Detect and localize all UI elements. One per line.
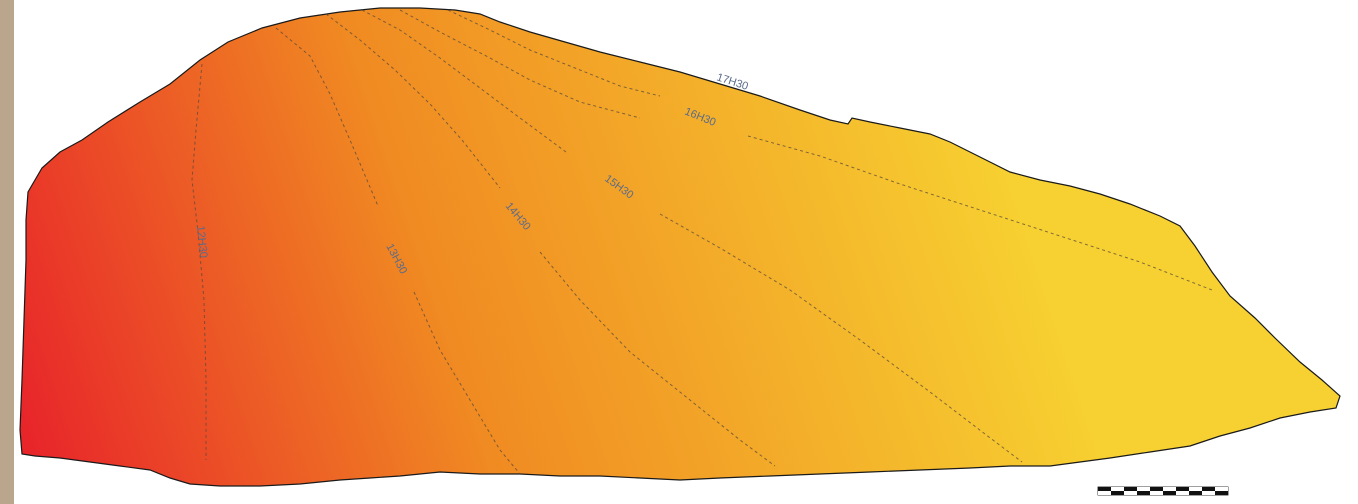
scale-bar-segment [1189, 487, 1202, 491]
scale-bar [1097, 486, 1229, 496]
contour-line-15h30 [361, 9, 1023, 463]
scale-bar-segment [1189, 491, 1202, 495]
contour-lines [191, 9, 1213, 475]
left-edge-strip [0, 0, 14, 504]
contour-line-16h30 [399, 9, 1213, 291]
scale-bar-segment [1163, 491, 1176, 495]
scale-bar-segment [1163, 487, 1176, 491]
scale-bar-segment [1215, 487, 1228, 491]
scale-bar-segment [1137, 491, 1150, 495]
scale-bar-segment [1137, 487, 1150, 491]
scale-bar-segment [1176, 491, 1189, 495]
scale-bar-segment [1124, 487, 1137, 491]
contour-label-12h30: 12H30 [194, 225, 209, 258]
scale-bar-segment [1124, 491, 1137, 495]
scale-bar-segment [1111, 491, 1124, 495]
scale-bar-segment [1111, 487, 1124, 491]
scale-bar-segment [1215, 491, 1228, 495]
scale-bar-segment [1150, 491, 1163, 495]
contour-line-17h30 [447, 9, 661, 97]
contour-line-13h30 [275, 27, 521, 475]
contour-line-12h30 [191, 63, 207, 460]
scale-bar-segment [1098, 491, 1111, 495]
scale-bar-segment [1202, 491, 1215, 495]
scale-bar-segment [1150, 487, 1163, 491]
scale-bar-segment [1202, 487, 1215, 491]
scale-bar-segment [1098, 487, 1111, 491]
scale-bar-segment [1176, 487, 1189, 491]
contour-line-14h30 [325, 13, 776, 467]
survey-area-outline [19, 7, 1341, 487]
